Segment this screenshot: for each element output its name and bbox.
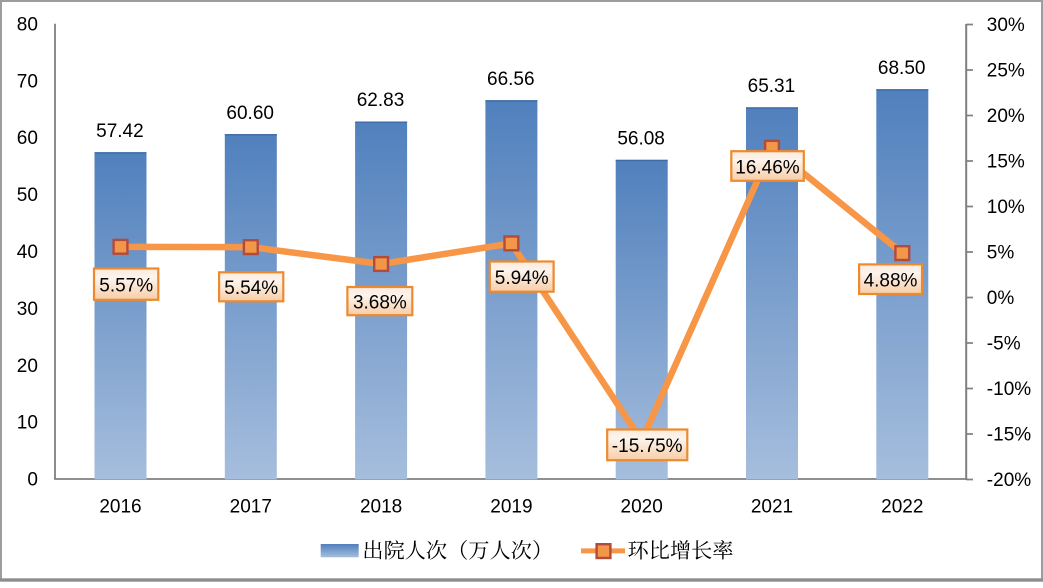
- svg-text:-15.75%: -15.75%: [612, 436, 683, 457]
- svg-text:2021: 2021: [751, 497, 793, 518]
- svg-text:5.54%: 5.54%: [224, 278, 278, 299]
- svg-text:30: 30: [17, 299, 38, 320]
- svg-text:5%: 5%: [987, 243, 1015, 264]
- svg-text:2022: 2022: [881, 497, 923, 518]
- svg-text:10: 10: [17, 413, 38, 434]
- svg-text:40: 40: [17, 242, 38, 263]
- svg-text:16.46%: 16.46%: [735, 157, 800, 178]
- svg-text:57.42: 57.42: [96, 121, 144, 142]
- svg-text:2016: 2016: [99, 497, 141, 518]
- svg-text:10%: 10%: [987, 197, 1025, 218]
- svg-text:30%: 30%: [987, 15, 1025, 36]
- svg-text:60.60: 60.60: [226, 103, 274, 124]
- svg-text:56.08: 56.08: [617, 129, 665, 150]
- svg-text:2019: 2019: [490, 497, 532, 518]
- svg-text:5.94%: 5.94%: [495, 268, 549, 289]
- svg-text:20%: 20%: [987, 106, 1025, 127]
- svg-text:25%: 25%: [987, 61, 1025, 82]
- svg-text:-15%: -15%: [987, 425, 1031, 446]
- svg-text:3.68%: 3.68%: [353, 293, 407, 314]
- svg-text:80: 80: [17, 15, 38, 36]
- svg-text:0: 0: [27, 470, 38, 491]
- svg-text:60: 60: [17, 128, 38, 149]
- svg-text:2017: 2017: [230, 497, 272, 518]
- svg-text:4.88%: 4.88%: [864, 271, 918, 292]
- svg-text:68.50: 68.50: [878, 58, 926, 79]
- svg-text:-20%: -20%: [987, 470, 1031, 491]
- svg-text:2018: 2018: [360, 497, 402, 518]
- svg-text:-10%: -10%: [987, 379, 1031, 400]
- svg-text:2020: 2020: [621, 497, 663, 518]
- svg-text:5.57%: 5.57%: [99, 276, 153, 297]
- svg-text:-5%: -5%: [987, 334, 1021, 355]
- svg-text:62.83: 62.83: [357, 90, 405, 111]
- svg-text:15%: 15%: [987, 152, 1025, 173]
- svg-text:0%: 0%: [987, 288, 1015, 309]
- svg-text:65.31: 65.31: [748, 76, 796, 97]
- svg-text:20: 20: [17, 356, 38, 377]
- svg-text:70: 70: [17, 71, 38, 92]
- svg-text:66.56: 66.56: [487, 69, 535, 90]
- svg-text:50: 50: [17, 185, 38, 206]
